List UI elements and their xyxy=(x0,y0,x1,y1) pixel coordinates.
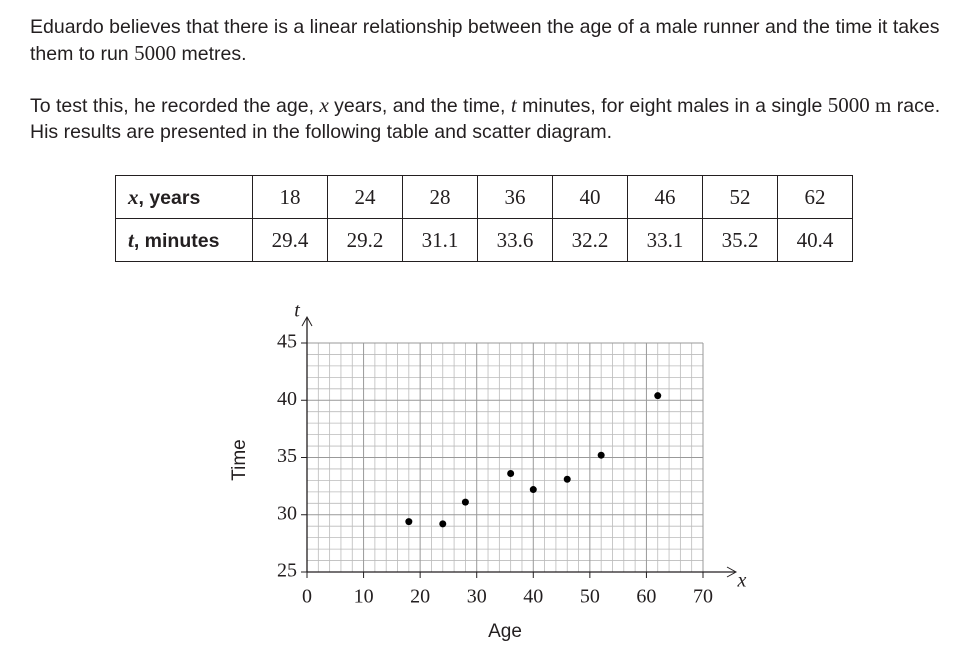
cell: 18 xyxy=(252,175,328,219)
variable: x xyxy=(128,184,139,209)
row-header: x, years xyxy=(115,175,253,219)
text: years, and the time, xyxy=(328,95,511,117)
x-tick-label: 70 xyxy=(693,586,713,608)
point xyxy=(563,475,571,483)
text: Eduardo believes that there is a linear … xyxy=(30,16,940,65)
x-tick-label: 60 xyxy=(636,586,656,608)
x-arrow xyxy=(726,566,738,578)
unit: , minutes xyxy=(133,229,220,252)
text: race. His results are presented in the f… xyxy=(30,95,941,143)
math: x xyxy=(319,93,329,117)
cell: 40.4 xyxy=(777,218,853,262)
text: metres. xyxy=(176,43,247,65)
y-tick-label: 35 xyxy=(277,445,297,467)
y-tick-label: 30 xyxy=(277,502,297,524)
table-row: x, years 18 24 28 36 40 46 52 62 xyxy=(115,175,853,219)
x-tick-label: 40 xyxy=(523,586,543,608)
y-variable: t xyxy=(294,300,300,322)
text: minutes, for eight males in a single xyxy=(516,95,828,117)
data-table: x, years 18 24 28 36 40 46 52 62 t, minutes 29.4 29… xyxy=(115,175,853,262)
point xyxy=(597,451,605,459)
table-row: t, minutes 29.4 29.2 31.1 33.6 32.2 33.1 35.2 40… xyxy=(115,218,853,262)
cell: 33.1 xyxy=(627,218,703,262)
math: 5000 m xyxy=(827,93,892,117)
cell: 52 xyxy=(702,175,778,219)
text: To test this, he recorded the age, xyxy=(30,95,320,117)
point xyxy=(461,498,469,506)
cell: 31.1 xyxy=(402,218,478,262)
paragraph: Eduardo believes that there is a linear … xyxy=(30,14,950,67)
unit: , years xyxy=(138,186,201,209)
cell: 24 xyxy=(327,175,403,219)
cell: 46 xyxy=(627,175,703,219)
cell: 62 xyxy=(777,175,853,219)
point xyxy=(507,470,515,478)
math: 5000 xyxy=(134,41,177,65)
x-axis-label: Age xyxy=(488,621,522,642)
x-tick-label: 20 xyxy=(410,586,430,608)
y-tick-label: 40 xyxy=(277,388,297,410)
cell: 32.2 xyxy=(552,218,628,262)
y-axis-label: Time xyxy=(229,439,250,481)
x-tick-label: 50 xyxy=(580,586,600,608)
x-tick-label: 0 xyxy=(302,586,312,608)
x-tick-label: 10 xyxy=(354,586,374,608)
cell: 29.4 xyxy=(252,218,328,262)
row-header: t, minutes xyxy=(115,218,253,262)
point xyxy=(405,518,413,526)
cell: 29.2 xyxy=(327,218,403,262)
point xyxy=(654,392,662,400)
x-tick-label: 30 xyxy=(467,586,487,608)
variable: t xyxy=(128,227,134,252)
paragraph: To test this, he recorded the age, x yea… xyxy=(30,92,950,145)
y-tick-label: 45 xyxy=(277,331,297,353)
cell: 35.2 xyxy=(702,218,778,262)
cell: 40 xyxy=(552,175,628,219)
y-tick-label: 25 xyxy=(277,560,297,582)
y-arrow xyxy=(301,315,313,327)
point xyxy=(529,486,537,494)
x-variable: x xyxy=(737,570,747,592)
math: t xyxy=(510,93,517,117)
point xyxy=(439,520,447,528)
